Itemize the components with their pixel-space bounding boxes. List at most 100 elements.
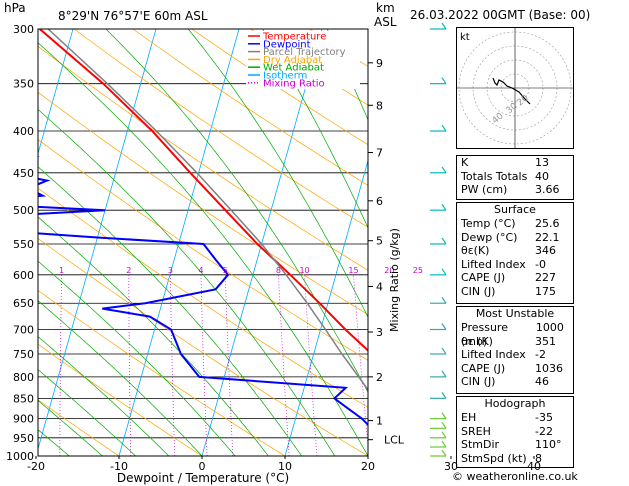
wet-adiabat	[38, 216, 269, 456]
mu-row: CIN (J) 46	[461, 375, 549, 388]
hodograph-ring-label: 20	[516, 93, 531, 108]
index-row: PW (cm) 3.66	[461, 183, 560, 196]
mixing-ratio-axis-title: Mixing Ratio (g/kg)	[388, 228, 401, 332]
mixing-ratio-label: 25	[413, 266, 423, 275]
mu-row: CAPE (J) 1036	[461, 361, 563, 375]
mixing-ratio-label: 4	[198, 266, 203, 275]
mixing-ratio-line	[224, 274, 234, 456]
km-label: km	[376, 1, 395, 15]
hodograph-svg: kt 40 30 20	[457, 28, 573, 148]
index-row: Totals Totals 40	[461, 169, 549, 183]
dry-adiabat	[38, 45, 368, 271]
most-unstable-title: Most Unstable	[475, 307, 555, 320]
surface-row: θε(K) 346	[461, 244, 556, 257]
legend-entry: Dry Adiabat	[263, 55, 322, 66]
datetime-label: 26.03.2022 00GMT (Base: 00)	[410, 8, 591, 22]
km-tick-label: 2	[376, 371, 383, 384]
series-parcel-trajectory	[47, 29, 368, 392]
mixing-ratio-line	[353, 274, 368, 450]
mixing-ratio-label: 3	[168, 266, 173, 275]
dry-adiabat	[38, 91, 368, 316]
series-temperature	[39, 29, 368, 352]
isotherm	[201, 29, 323, 456]
surface-row: Lifted Index -0	[461, 257, 546, 271]
temperature-tick-label: -10	[110, 460, 128, 473]
wind-barb-flag	[441, 449, 447, 457]
dry-adiabat	[604, 29, 629, 456]
wind-barb-flag	[441, 392, 447, 399]
hodo-row: StmDir 110°	[461, 438, 562, 451]
dry-adiabat	[38, 238, 368, 456]
axes: 1 2 3 4 5 8 10 15 20 2530035040045050055060065070…	[6, 23, 541, 473]
legend-entry: Dewpoint	[263, 39, 311, 50]
hodo-row: StmSpd (kt) 8	[461, 451, 542, 465]
profile-lines	[38, 29, 368, 427]
wet-adiabat	[187, 29, 368, 318]
location-label: 8°29'N 76°57'E 60m ASL	[58, 9, 208, 23]
wind-barb-flag	[441, 422, 447, 429]
surface-row: CAPE (J) 227	[461, 271, 556, 284]
pressure-tick-label: 500	[13, 204, 34, 217]
pressure-tick-label: 400	[13, 125, 34, 138]
wind-barb-flag	[441, 237, 447, 245]
surface-row: Temp (°C) 25.6	[461, 217, 560, 230]
wet-adiabat	[262, 29, 368, 229]
legend-entry: Parcel Trajectory	[263, 47, 346, 58]
surface-title: Surface	[494, 203, 536, 216]
lcl-label: LCL	[384, 434, 405, 447]
km-tick-label: 9	[376, 57, 383, 70]
km-tick-label: 4	[376, 280, 383, 293]
legend-entry: Temperature	[262, 32, 326, 43]
pressure-tick-label: 300	[13, 23, 34, 36]
hodograph-title: Hodograph	[484, 397, 546, 410]
dry-adiabat	[38, 289, 286, 456]
wet-adiabat	[38, 260, 236, 456]
plot-frame	[37, 28, 369, 457]
pressure-tick-label: 850	[13, 392, 34, 405]
wind-barb-flag	[441, 203, 447, 211]
dry-adiabat	[38, 187, 368, 408]
mixing-ratio-line	[304, 274, 318, 456]
isotherm	[284, 159, 368, 456]
km-tick-label: 7	[376, 147, 383, 160]
mixing-ratio-line	[59, 274, 62, 456]
mixing-ratio-label: 1	[59, 266, 64, 275]
pressure-tick-label: 650	[13, 297, 34, 310]
mu-row: θε (K) 351	[461, 334, 556, 348]
km-tick-label: 8	[376, 99, 383, 112]
mixing-ratio-line	[128, 274, 132, 456]
surface-row: CIN (J) 175	[461, 284, 556, 298]
temperature-tick-label: -20	[27, 460, 45, 473]
pressure-tick-label: 800	[13, 371, 34, 384]
pressure-tick-label: 350	[13, 78, 34, 91]
background-lines	[38, 29, 629, 456]
asl-label: ASL	[374, 15, 397, 29]
wind-barb-flag	[441, 440, 447, 448]
wind-barb-flag	[441, 370, 447, 378]
surface-row: Dewp (°C) 22.1	[461, 230, 560, 244]
wind-barb-flag	[441, 166, 447, 174]
temperature-tick-label: 30	[444, 460, 458, 473]
mixing-ratio-label: 8	[276, 266, 281, 275]
surface-table: Surface Temp (°C) 25.6 Dewp (°C) 22.1 θε(K…	[456, 202, 574, 304]
pressure-tick-label: 600	[13, 269, 34, 282]
hodo-row: SREH -22	[461, 424, 553, 438]
dry-adiabat	[132, 29, 368, 186]
hodograph-table: Hodograph EH -35 SREH -22 StmDir 110° StmSp…	[456, 396, 574, 468]
isotherm	[38, 29, 74, 156]
wet-adiabat	[38, 399, 103, 456]
hodograph-trace	[492, 77, 531, 105]
km-tick-label: 6	[376, 195, 383, 208]
wet-adiabat	[38, 166, 302, 456]
km-tick-label: 5	[376, 235, 383, 248]
legend-entry: Isotherm	[263, 71, 307, 82]
wind-barb-flag	[441, 412, 447, 419]
mixing-ratio-label: 10	[299, 266, 309, 275]
wind-barb-flag	[441, 268, 447, 276]
mixing-ratio-label: 5	[223, 266, 228, 275]
hodograph: kt 40 30 20	[456, 27, 574, 149]
wind-barb-flag	[441, 431, 447, 439]
wind-barb-flag	[441, 296, 447, 304]
